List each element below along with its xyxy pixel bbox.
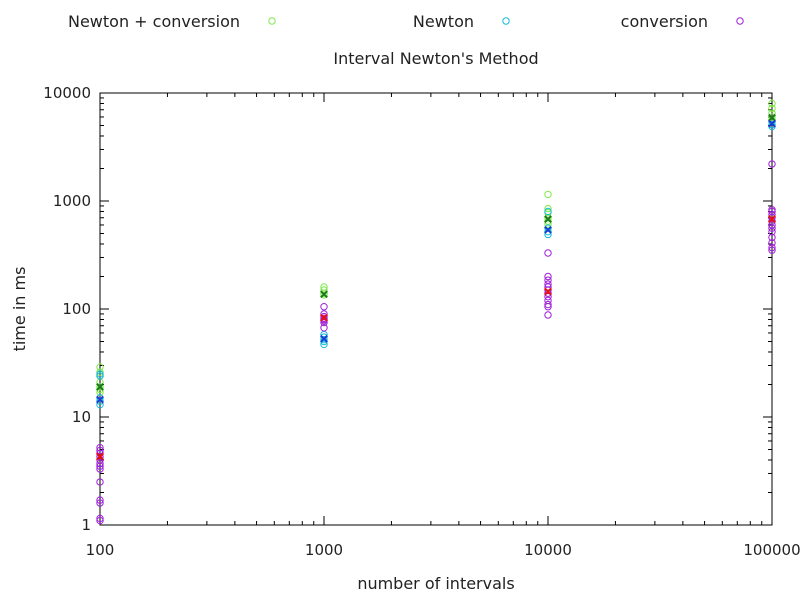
data-point — [320, 340, 328, 349]
data-point — [768, 233, 776, 242]
mean-marker — [96, 452, 104, 461]
data-point — [96, 370, 104, 378]
mean-marker-stroke — [768, 119, 776, 128]
data-point — [768, 227, 776, 236]
data-point — [768, 120, 776, 129]
legend-label: Newton + conversion — [68, 12, 240, 31]
data-point — [320, 324, 328, 332]
data-point — [96, 478, 104, 486]
data-point — [96, 496, 104, 504]
chart-title: Interval Newton's Method — [333, 49, 538, 68]
y-axis-label: time in ms — [10, 267, 29, 352]
data-point — [544, 300, 552, 309]
data-point — [96, 443, 104, 452]
mean-marker-stroke — [96, 382, 104, 391]
mean-marker — [768, 119, 776, 128]
mean-marker-stroke — [544, 287, 552, 296]
data-point — [544, 227, 552, 236]
data-point — [320, 291, 328, 299]
y-tick-label: 100 — [62, 300, 91, 318]
data-point — [544, 311, 552, 319]
mean-marker — [96, 382, 104, 391]
mean-marker — [768, 113, 776, 122]
legend: Newton + conversion Newton conversion — [68, 12, 744, 31]
data-point — [96, 388, 104, 396]
y-tick-label: 10000 — [43, 84, 91, 102]
legend-marker — [502, 17, 510, 25]
data-point — [768, 99, 776, 108]
data-point — [544, 303, 552, 311]
data-point — [544, 280, 552, 288]
data-point — [96, 383, 104, 391]
data-point — [544, 249, 552, 257]
mean-marker — [544, 225, 552, 234]
plot-frame — [99, 92, 773, 526]
y-tick-label: 1000 — [53, 192, 91, 210]
x-tick-label: 1000 — [305, 541, 343, 559]
data-point — [96, 459, 104, 468]
tick-labels: 100 1000 10000 100000 1 10 100 1000 10000 — [43, 84, 800, 559]
data-point — [96, 400, 104, 409]
data-point — [768, 113, 776, 121]
mean-marker — [544, 287, 552, 296]
data-point — [768, 214, 776, 222]
data-point — [768, 246, 776, 254]
mean-marker-stroke — [768, 215, 776, 223]
data-point — [96, 499, 104, 507]
y-tick-label: 10 — [72, 408, 91, 426]
data-point — [96, 372, 104, 380]
mean-marker-stroke — [320, 334, 328, 343]
data-point — [544, 292, 552, 301]
mean-marker — [96, 395, 104, 404]
data-point — [544, 207, 552, 216]
mean-markers — [96, 113, 776, 461]
data-point — [320, 318, 328, 327]
mean-marker — [320, 290, 328, 299]
legend-label: Newton — [413, 12, 474, 31]
mean-marker-stroke — [96, 395, 104, 404]
x-axis-label: number of intervals — [357, 574, 514, 593]
mean-marker-stroke — [544, 225, 552, 234]
data-point — [96, 514, 104, 523]
mean-marker — [768, 215, 776, 223]
data-point — [320, 333, 328, 341]
data-point — [96, 465, 104, 473]
data-point — [544, 289, 552, 297]
data-point — [96, 516, 104, 525]
data-point — [768, 243, 776, 252]
legend-label: conversion — [621, 12, 708, 31]
mean-marker-stroke — [96, 452, 104, 461]
data-point — [544, 190, 552, 199]
data-point — [768, 160, 776, 168]
mean-marker-stroke — [768, 113, 776, 122]
data-point — [768, 239, 776, 247]
data-point — [768, 104, 776, 113]
data-point — [96, 397, 104, 405]
data-point — [544, 204, 552, 213]
data-point — [544, 220, 552, 228]
data-point — [96, 363, 104, 371]
y-tick-label: 1 — [81, 516, 91, 534]
data-point — [544, 272, 552, 281]
axis-ticks — [99, 92, 773, 526]
legend-marker — [736, 17, 744, 25]
data-point — [320, 303, 328, 311]
mean-marker — [544, 215, 552, 223]
x-tick-label: 10000 — [524, 541, 572, 559]
data-point — [768, 224, 776, 232]
data-point — [96, 462, 104, 470]
mean-marker — [320, 334, 328, 343]
mean-marker-stroke — [320, 313, 328, 322]
mean-marker-stroke — [320, 290, 328, 299]
x-tick-label: 100 — [86, 541, 115, 559]
x-tick-label: 100000 — [743, 541, 800, 559]
legend-marker — [268, 17, 276, 25]
mean-marker — [320, 313, 328, 322]
data-point — [96, 452, 104, 461]
data-points — [96, 99, 776, 525]
mean-marker-stroke — [544, 215, 552, 223]
